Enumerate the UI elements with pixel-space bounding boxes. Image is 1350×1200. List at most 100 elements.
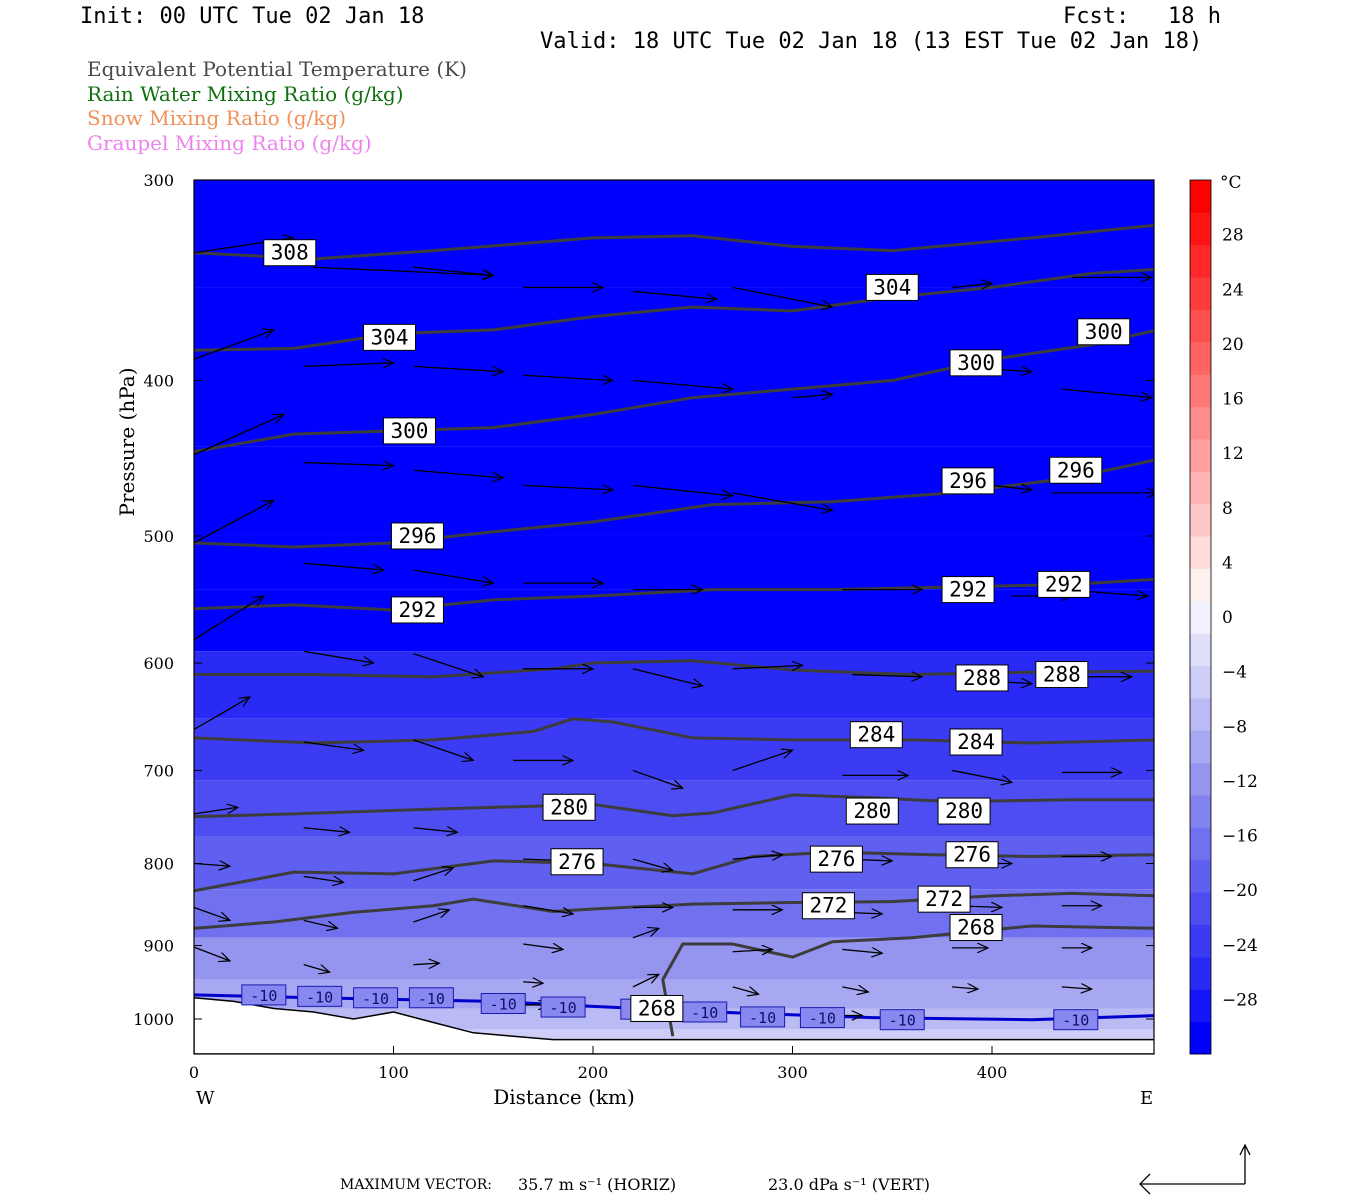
colorbar-tick-label: −8 bbox=[1222, 717, 1247, 737]
contour-label-text: 288 bbox=[1043, 663, 1081, 687]
wind-vector bbox=[303, 463, 394, 466]
y-tick-label: 400 bbox=[143, 371, 174, 390]
contour-label-text: 292 bbox=[1045, 572, 1083, 596]
contour-label: 304 bbox=[865, 273, 919, 301]
contour-label: 280 bbox=[845, 797, 899, 825]
isotherm-label: -10 bbox=[682, 1001, 728, 1023]
wind-vector bbox=[523, 905, 573, 914]
colorbar-cell bbox=[1190, 568, 1211, 602]
colorbar-cell bbox=[1190, 503, 1211, 537]
wind-vector bbox=[194, 330, 274, 360]
isotherm-label-text: -10 bbox=[490, 995, 517, 1013]
colorbar-frame bbox=[1189, 179, 1212, 1055]
contour-label-text: 268 bbox=[957, 916, 995, 940]
isotherm-label: -10 bbox=[408, 987, 454, 1009]
isotherm-label-box bbox=[740, 1006, 786, 1028]
wind-vector bbox=[842, 987, 868, 992]
isotherm-label-text: -10 bbox=[418, 990, 445, 1008]
reference-vector-icon bbox=[1139, 1143, 1251, 1195]
wind-vector bbox=[852, 675, 922, 677]
wind-vector bbox=[413, 963, 439, 965]
colorbar-cell bbox=[1190, 924, 1211, 958]
max-vector-label: MAXIMUM VECTOR: bbox=[340, 1177, 492, 1193]
theta-e-contour-308 bbox=[194, 223, 1154, 261]
contour-label: 296 bbox=[390, 522, 444, 550]
wind-vector bbox=[632, 668, 703, 686]
isotherm-label-text: -10 bbox=[550, 999, 577, 1017]
wind-vector bbox=[732, 492, 833, 511]
contour-label-box bbox=[949, 349, 1003, 377]
contour-label-box bbox=[941, 576, 995, 604]
contour-label-text: 280 bbox=[550, 795, 588, 819]
contour-label-text: 300 bbox=[1085, 320, 1123, 344]
colorbar-tick-label: −24 bbox=[1222, 936, 1258, 956]
contour-label: 300 bbox=[949, 349, 1003, 377]
contour-label-box bbox=[849, 721, 903, 749]
colorbar-unit: °C bbox=[1220, 173, 1242, 193]
colorbar-cell bbox=[1190, 1021, 1211, 1055]
wind-vector bbox=[632, 858, 673, 870]
isotherm-label-box bbox=[540, 996, 586, 1018]
contour-label: 276 bbox=[809, 845, 863, 873]
x-tick-label: 0 bbox=[189, 1063, 199, 1082]
wind-vector bbox=[842, 949, 882, 953]
wind-vector bbox=[413, 266, 493, 275]
colorbar-tick-label: 20 bbox=[1222, 335, 1244, 355]
wind-vector bbox=[632, 928, 659, 939]
contour-label: 300 bbox=[1077, 318, 1131, 346]
contour-label: 268 bbox=[630, 994, 684, 1022]
theta-e-contour-300 bbox=[194, 329, 1154, 454]
contour-label-text: 280 bbox=[853, 799, 891, 823]
x-tick-label: 300 bbox=[777, 1063, 808, 1082]
theta-e-contour-280 bbox=[194, 793, 1154, 819]
forecast-hours: 18 h bbox=[1168, 4, 1221, 29]
colorbar-tick-label: 8 bbox=[1222, 499, 1233, 519]
contour-label: 296 bbox=[1049, 456, 1103, 484]
colorbar-cell bbox=[1190, 244, 1211, 278]
wind-vector bbox=[413, 868, 453, 882]
contour-label-box bbox=[1077, 318, 1131, 346]
contour-label-box bbox=[390, 596, 444, 624]
wind-vector bbox=[792, 394, 833, 397]
wind-vector bbox=[632, 974, 659, 988]
init-time: Init: 00 UTC Tue 02 Jan 18 bbox=[80, 4, 425, 29]
isotherm-label-box bbox=[879, 1009, 925, 1031]
wind-vector bbox=[732, 286, 833, 307]
contour-label-box bbox=[809, 845, 863, 873]
colorbar-cell bbox=[1190, 341, 1211, 375]
wind-vector bbox=[194, 697, 250, 731]
colorbar-tick-label: −12 bbox=[1222, 772, 1258, 792]
theta-e-contour-292 bbox=[194, 577, 1154, 612]
colorbar-cell bbox=[1190, 762, 1211, 796]
colorbar-tick-label: −16 bbox=[1222, 827, 1258, 847]
isotherm-label-text: -10 bbox=[749, 1009, 776, 1027]
contour-label-box bbox=[949, 914, 1003, 942]
isotherm-label-box bbox=[799, 1007, 845, 1029]
x-tick-label: 200 bbox=[578, 1063, 609, 1082]
contour-label-text: 296 bbox=[398, 524, 436, 548]
wind-vector bbox=[413, 653, 483, 677]
legend-snow: Snow Mixing Ratio (g/kg) bbox=[87, 106, 347, 130]
contour-label-text: 296 bbox=[949, 469, 987, 493]
contour-label: 284 bbox=[849, 721, 903, 749]
contour-label-text: 276 bbox=[558, 850, 596, 874]
contour-label-box bbox=[263, 239, 317, 267]
temperature-band bbox=[194, 446, 1154, 536]
wind-vector bbox=[303, 875, 344, 882]
isotherm-label-box bbox=[297, 985, 343, 1007]
isotherm-label-text: -10 bbox=[691, 1004, 718, 1022]
colorbar-cell bbox=[1190, 277, 1211, 310]
contour-label: 292 bbox=[390, 596, 444, 624]
wind-vector bbox=[732, 855, 783, 859]
contour-label: 288 bbox=[1035, 661, 1089, 689]
colorbar-cell bbox=[1190, 180, 1211, 213]
contour-label-text: 300 bbox=[390, 419, 428, 443]
x-end-label-west: W bbox=[196, 1088, 215, 1109]
contour-label-box bbox=[1037, 570, 1091, 598]
contour-label-box bbox=[949, 728, 1003, 756]
isotherm-label-text: -10 bbox=[306, 988, 333, 1006]
wind-vector bbox=[194, 946, 230, 961]
y-tick-label: 700 bbox=[143, 761, 174, 780]
contour-label-box bbox=[1049, 456, 1103, 484]
plot-frame bbox=[193, 179, 1155, 1055]
